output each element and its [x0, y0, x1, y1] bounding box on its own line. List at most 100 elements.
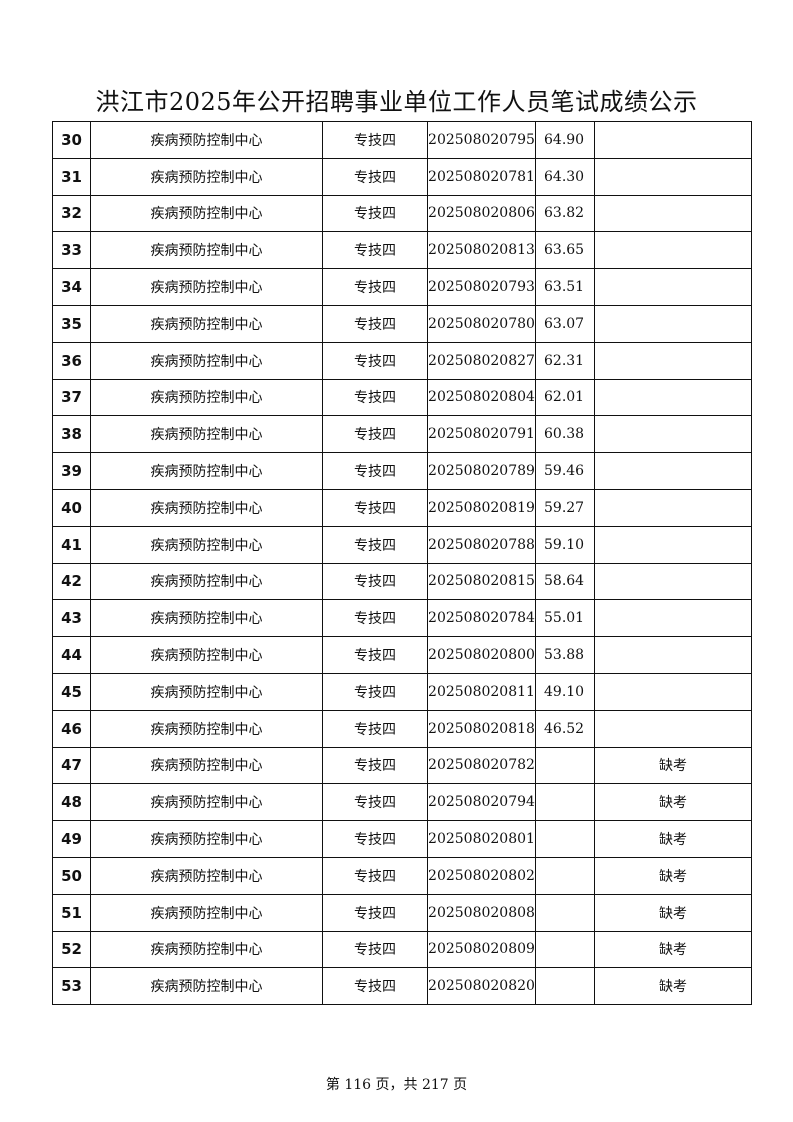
unit-cell: 疾病预防控制中心 [90, 378, 323, 417]
table-row: 38 疾病预防控制中心 专技四 202508020791 60.38 [52, 415, 752, 454]
row-number: 33 [52, 231, 91, 270]
note-cell [594, 672, 752, 711]
unit-cell: 疾病预防控制中心 [90, 562, 323, 601]
score-cell: 62.01 [535, 378, 595, 417]
note-cell [594, 636, 752, 674]
unit-cell: 疾病预防控制中心 [90, 157, 323, 196]
post-cell: 专技四 [322, 157, 428, 196]
unit-cell: 疾病预防控制中心 [90, 599, 323, 638]
note-cell: 缺考 [594, 967, 752, 1006]
post-cell: 专技四 [322, 378, 428, 417]
row-number: 34 [52, 268, 91, 306]
score-cell: 63.51 [535, 268, 595, 306]
ticket-number-cell: 202508020781 [427, 157, 536, 196]
table-row: 50 疾病预防控制中心 专技四 202508020802 缺考 [52, 856, 752, 895]
page-title: 洪江市2025年公开招聘事业单位工作人员笔试成绩公示 [95, 88, 698, 116]
note-cell [594, 599, 752, 638]
post-cell: 专技四 [322, 231, 428, 270]
row-number: 52 [52, 930, 91, 969]
row-number: 35 [52, 304, 91, 343]
unit-cell: 疾病预防控制中心 [90, 488, 323, 527]
table-row: 49 疾病预防控制中心 专技四 202508020801 缺考 [52, 820, 752, 858]
unit-cell: 疾病预防控制中心 [90, 893, 323, 932]
unit-cell: 疾病预防控制中心 [90, 746, 323, 785]
unit-cell: 疾病预防控制中心 [90, 930, 323, 969]
row-number: 47 [52, 746, 91, 785]
unit-cell: 疾病预防控制中心 [90, 121, 323, 159]
row-number: 51 [52, 893, 91, 932]
unit-cell: 疾病预防控制中心 [90, 636, 323, 674]
row-number: 40 [52, 488, 91, 527]
unit-cell: 疾病预防控制中心 [90, 231, 323, 270]
unit-cell: 疾病预防控制中心 [90, 820, 323, 858]
score-cell: 62.31 [535, 341, 595, 380]
ticket-number-cell: 202508020801 [427, 820, 536, 858]
post-cell: 专技四 [322, 893, 428, 932]
score-cell: 63.07 [535, 304, 595, 343]
score-cell: 55.01 [535, 599, 595, 638]
post-cell: 专技四 [322, 783, 428, 822]
ticket-number-cell: 202508020788 [427, 525, 536, 564]
note-cell: 缺考 [594, 746, 752, 785]
table-row: 48 疾病预防控制中心 专技四 202508020794 缺考 [52, 783, 752, 822]
note-cell [594, 452, 752, 490]
post-cell: 专技四 [322, 488, 428, 527]
ticket-number-cell: 202508020811 [427, 672, 536, 711]
ticket-number-cell: 202508020806 [427, 194, 536, 233]
row-number: 31 [52, 157, 91, 196]
table-row: 51 疾病预防控制中心 专技四 202508020808 缺考 [52, 893, 752, 932]
ticket-number-cell: 202508020827 [427, 341, 536, 380]
row-number: 44 [52, 636, 91, 674]
row-number: 42 [52, 562, 91, 601]
score-cell: 59.46 [535, 452, 595, 490]
table-row: 37 疾病预防控制中心 专技四 202508020804 62.01 [52, 378, 752, 417]
post-cell: 专技四 [322, 268, 428, 306]
unit-cell: 疾病预防控制中心 [90, 304, 323, 343]
table-row: 36 疾病预防控制中心 专技四 202508020827 62.31 [52, 341, 752, 380]
post-cell: 专技四 [322, 930, 428, 969]
ticket-number-cell: 202508020815 [427, 562, 536, 601]
score-cell: 59.27 [535, 488, 595, 527]
row-number: 38 [52, 415, 91, 454]
ticket-number-cell: 202508020802 [427, 856, 536, 895]
post-cell: 专技四 [322, 746, 428, 785]
post-cell: 专技四 [322, 452, 428, 490]
post-cell: 专技四 [322, 636, 428, 674]
note-cell: 缺考 [594, 856, 752, 895]
row-number: 50 [52, 856, 91, 895]
ticket-number-cell: 202508020782 [427, 746, 536, 785]
note-cell [594, 488, 752, 527]
table-row: 43 疾病预防控制中心 专技四 202508020784 55.01 [52, 599, 752, 638]
note-cell [594, 562, 752, 601]
table-row: 31 疾病预防控制中心 专技四 202508020781 64.30 [52, 157, 752, 196]
note-cell: 缺考 [594, 783, 752, 822]
ticket-number-cell: 202508020813 [427, 231, 536, 270]
unit-cell: 疾病预防控制中心 [90, 194, 323, 233]
note-cell [594, 157, 752, 196]
row-number: 37 [52, 378, 91, 417]
post-cell: 专技四 [322, 856, 428, 895]
post-cell: 专技四 [322, 967, 428, 1006]
ticket-number-cell: 202508020820 [427, 967, 536, 1006]
row-number: 49 [52, 820, 91, 858]
note-cell [594, 121, 752, 159]
row-number: 32 [52, 194, 91, 233]
table-row: 47 疾病预防控制中心 专技四 202508020782 缺考 [52, 746, 752, 785]
score-cell [535, 746, 595, 785]
ticket-number-cell: 202508020793 [427, 268, 536, 306]
table-row: 41 疾病预防控制中心 专技四 202508020788 59.10 [52, 525, 752, 564]
table-row: 42 疾病预防控制中心 专技四 202508020815 58.64 [52, 562, 752, 601]
score-cell: 58.64 [535, 562, 595, 601]
ticket-number-cell: 202508020784 [427, 599, 536, 638]
note-cell [594, 378, 752, 417]
score-cell [535, 967, 595, 1006]
table-row: 32 疾病预防控制中心 专技四 202508020806 63.82 [52, 194, 752, 233]
note-cell [594, 341, 752, 380]
ticket-number-cell: 202508020818 [427, 709, 536, 748]
row-number: 53 [52, 967, 91, 1006]
note-cell [594, 268, 752, 306]
post-cell: 专技四 [322, 304, 428, 343]
score-cell: 64.90 [535, 121, 595, 159]
table-row: 30 疾病预防控制中心 专技四 202508020795 64.90 [52, 121, 752, 159]
table-row: 35 疾病预防控制中心 专技四 202508020780 63.07 [52, 304, 752, 343]
